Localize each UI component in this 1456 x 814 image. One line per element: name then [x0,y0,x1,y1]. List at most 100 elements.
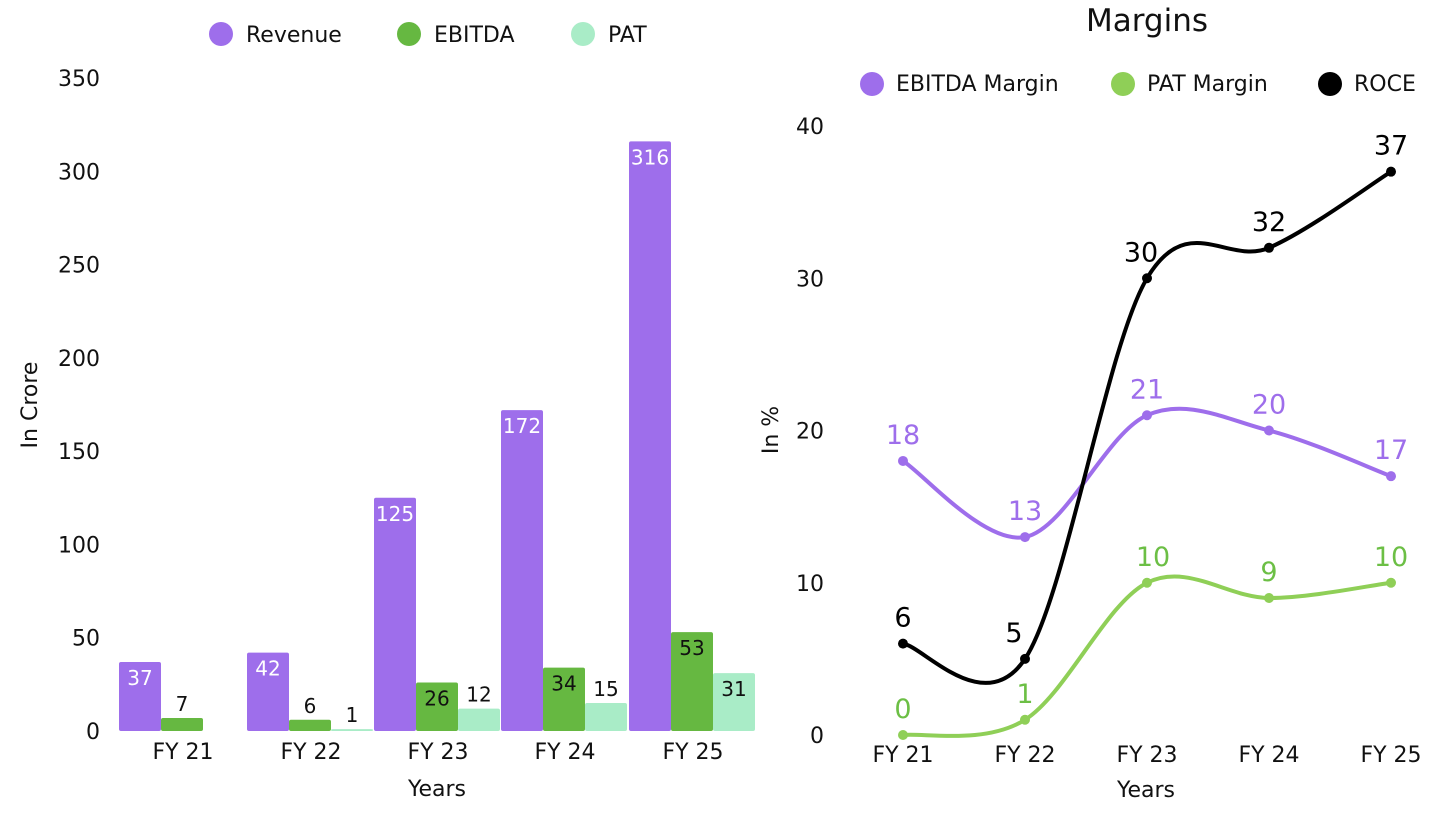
data-label-ebitda-margin-fy-24: 20 [1252,390,1286,421]
line-pat-margin [901,574,1393,738]
x-tick-label-fy-21: FY 21 [872,743,933,768]
point-pat-margin-fy-25 [1386,577,1396,588]
x-tick-label-fy-22: FY 22 [280,740,341,765]
data-label-ebitda-margin-fy-25: 17 [1374,435,1408,466]
point-roce-fy-23 [1142,273,1152,284]
bar-ebitda-fy-23 [416,682,458,731]
y-tick-label-30: 30 [796,267,824,292]
data-label-ebitda-margin-fy-21: 18 [886,420,920,451]
line-chart-y-axis: 0 10 20 30 40 [796,115,824,749]
point-ebitda-margin-fy-22 [1020,532,1030,543]
bar-pat-fy-22 [331,729,373,731]
x-tick-label-fy-24: FY 24 [1238,743,1299,768]
line-chart-x-axis-label: Years [1116,778,1175,803]
data-label-roce-fy-22: 5 [1005,618,1022,649]
data-label-pat-margin-fy-22: 1 [1016,679,1033,710]
legend-marker-ebitda-margin [860,72,884,96]
data-label-pat-margin-fy-24: 9 [1260,557,1277,588]
data-label-roce-fy-21: 6 [894,603,911,634]
line-chart-title: Margins [1086,3,1208,39]
bar-ebitda-fy-21 [161,717,203,731]
point-roce-fy-24 [1264,242,1274,253]
bar-chart-x-axis: FY 21 FY 22 FY 23 FY 24 FY 25 [152,740,723,765]
point-ebitda-margin-fy-25 [1386,471,1396,482]
data-label-roce-fy-23: 30 [1124,237,1158,268]
legend-label-pat: PAT [608,23,647,48]
point-roce-fy-21 [898,638,908,649]
y-tick-label-10: 10 [796,572,824,597]
data-label-ebitda-fy-25: 53 [679,636,704,660]
x-tick-label-fy-25: FY 25 [1360,743,1421,768]
bar-pat-fy-23 [458,708,500,731]
data-label-ebitda-fy-23: 26 [424,686,449,710]
y-tick-label-150: 150 [58,440,100,465]
bar-chart-bars: 37 7 42 6 1 125 26 12 172 34 15 316 53 31 [119,141,755,732]
bar-pat-fy-25 [713,673,755,731]
point-pat-margin-fy-24 [1264,592,1274,603]
point-roce-fy-25 [1386,166,1396,177]
data-label-pat-margin-fy-21: 0 [894,694,911,725]
y-tick-label-20: 20 [796,420,824,445]
bar-revenue-fy-25 [629,141,671,732]
data-label-revenue-fy-25: 316 [631,145,669,169]
data-label-revenue-fy-22: 42 [255,657,280,681]
point-ebitda-margin-fy-23 [1142,410,1152,421]
bar-chart-y-axis-label: In Crore [18,362,43,449]
y-tick-label-200: 200 [58,347,100,372]
bar-chart-x-axis-label: Years [407,777,466,802]
legend-label-ebitda: EBITDA [434,23,515,48]
bar-ebitda-fy-25 [671,632,713,731]
legend-marker-revenue [209,22,233,46]
legend-label-pat-margin: PAT Margin [1147,72,1268,97]
x-tick-label-fy-24: FY 24 [534,740,595,765]
x-tick-label-fy-23: FY 23 [407,740,468,765]
line-chart-series: 18 13 21 20 17 0 1 10 9 10 6 5 30 32 37 [886,131,1408,740]
point-pat-margin-fy-23 [1142,577,1152,588]
data-label-revenue-fy-23: 125 [376,502,414,526]
point-ebitda-margin-fy-24 [1264,425,1274,436]
data-label-pat-fy-22: 1 [346,703,359,727]
data-label-ebitda-fy-21: 7 [176,692,189,716]
x-tick-label-fy-22: FY 22 [994,743,1055,768]
point-pat-margin-fy-22 [1020,714,1030,725]
data-label-roce-fy-24: 32 [1252,207,1286,238]
data-label-pat-margin-fy-23: 10 [1136,542,1170,573]
line-ebitda-margin [901,406,1393,540]
y-tick-label-100: 100 [58,533,100,558]
legend-label-revenue: Revenue [246,23,342,48]
line-chart-y-axis-label: In % [759,406,784,454]
data-label-pat-fy-23: 12 [466,683,491,707]
legend-label-ebitda-margin: EBITDA Margin [896,72,1059,97]
bar-revenue-fy-21 [119,661,161,731]
line-chart-x-axis: FY 21 FY 22 FY 23 FY 24 FY 25 [872,743,1421,768]
point-pat-margin-fy-21 [898,730,908,740]
y-tick-label-40: 40 [796,115,824,140]
data-label-roce-fy-25: 37 [1374,131,1408,162]
y-tick-label-0: 0 [86,720,100,745]
bar-revenue-fy-23 [374,497,416,731]
line-chart: Margins EBITDA Margin PAT Margin ROCE 0102… [759,3,1422,803]
data-label-ebitda-margin-fy-23: 21 [1130,374,1164,405]
data-label-revenue-fy-24: 172 [503,414,541,438]
y-tick-label-0: 0 [810,724,824,749]
data-label-ebitda-fy-22: 6 [304,694,317,718]
data-label-pat-fy-24: 15 [593,677,618,701]
line-chart-legend: EBITDA Margin PAT Margin ROCE [860,72,1416,97]
y-tick-label-250: 250 [58,254,100,279]
line-roce [901,169,1393,685]
point-ebitda-margin-fy-21 [898,455,908,466]
bar-pat-fy-24 [585,703,627,731]
legend-marker-pat-margin [1111,72,1135,96]
point-roce-fy-22 [1020,653,1030,664]
data-label-pat-fy-25: 31 [721,677,746,701]
bar-chart-y-axis: 0 50 100 150 200 250 300 350 [58,67,100,745]
y-tick-label-300: 300 [58,160,100,185]
legend-marker-pat [571,22,595,46]
legend-label-roce: ROCE [1354,72,1416,97]
bar-chart-legend: Revenue EBITDA PAT [209,22,647,48]
x-tick-label-fy-23: FY 23 [1116,743,1177,768]
x-tick-label-fy-25: FY 25 [662,740,723,765]
y-tick-label-50: 50 [72,627,100,652]
data-label-revenue-fy-21: 37 [127,666,152,690]
bar-revenue-fy-22 [247,652,289,731]
